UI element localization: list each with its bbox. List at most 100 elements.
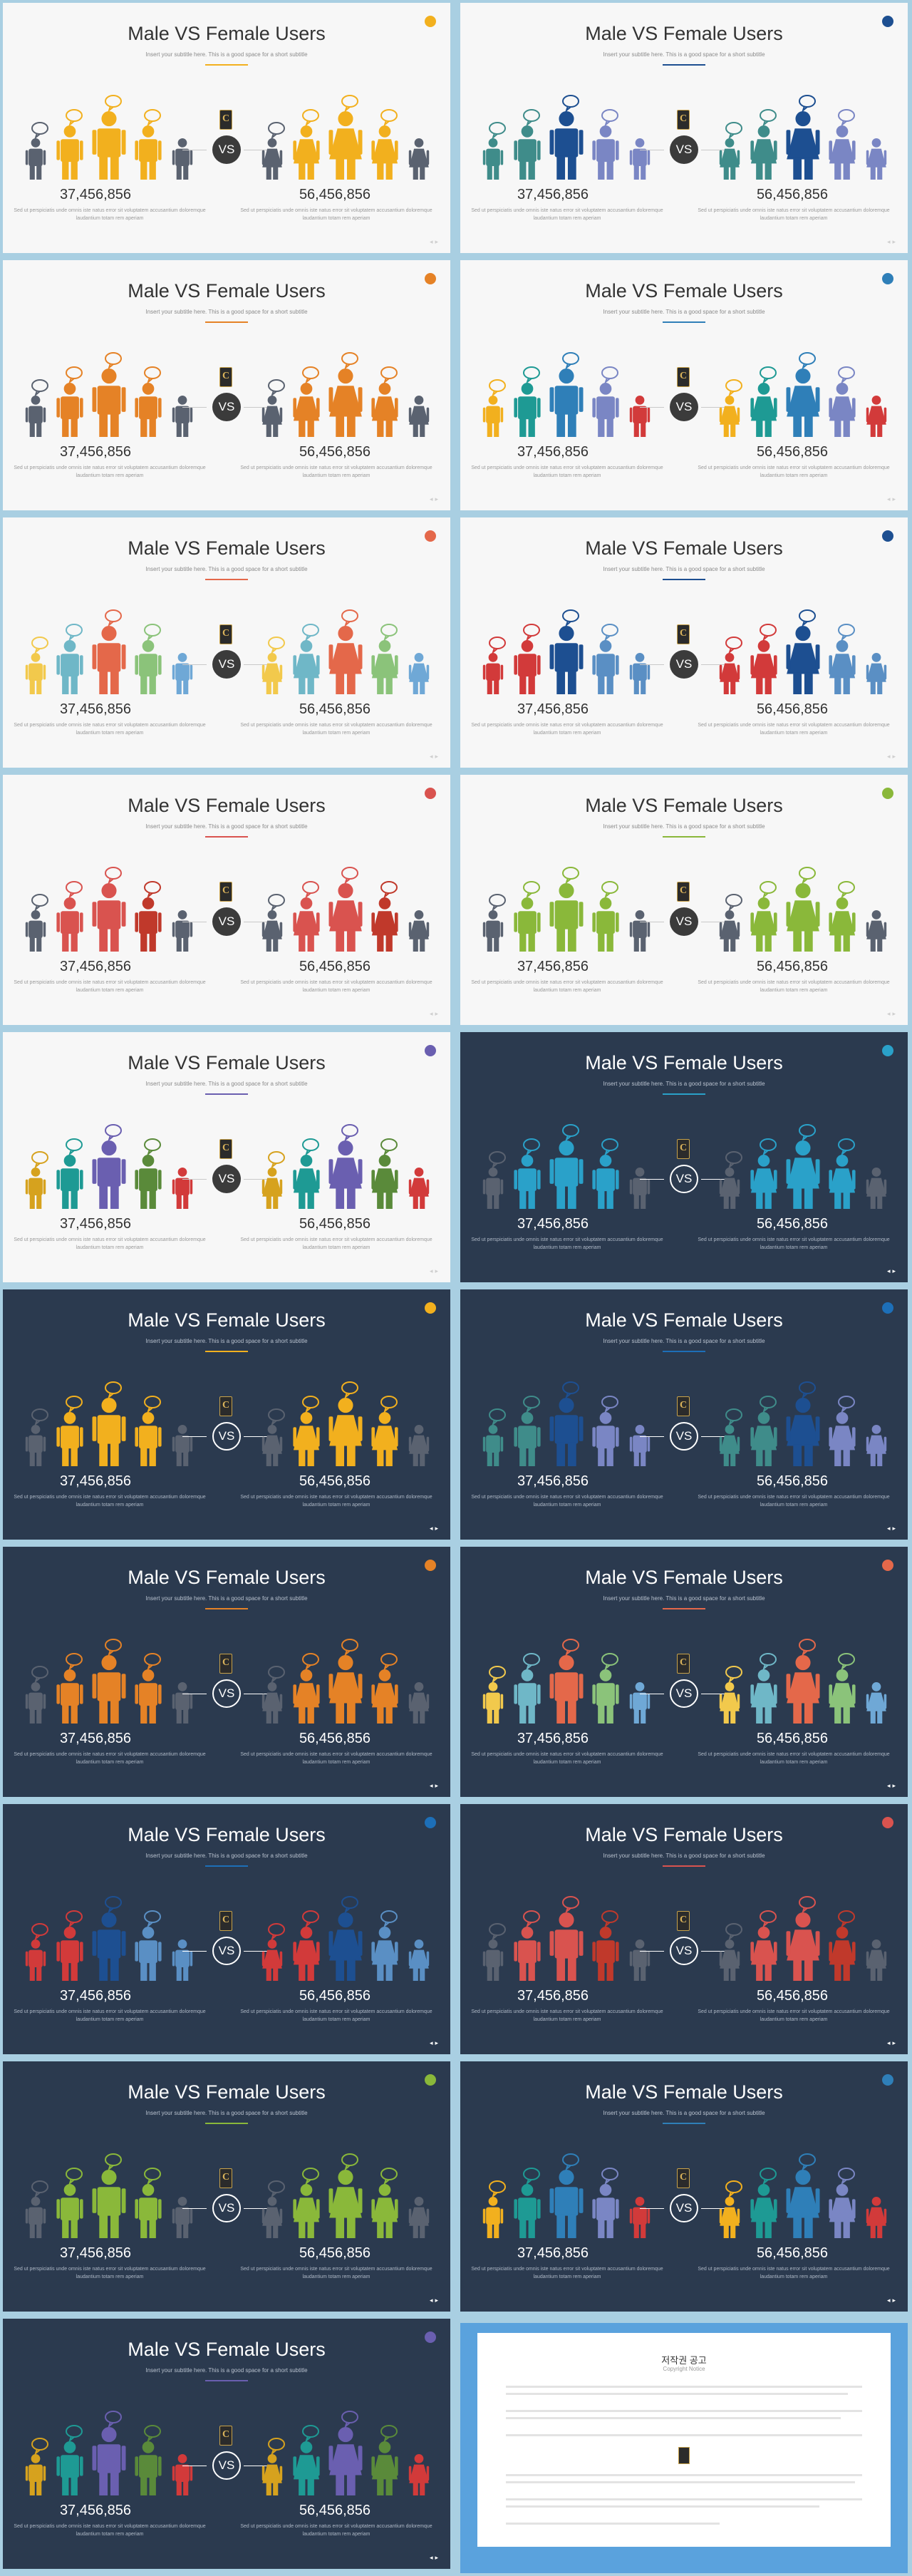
person-leg bbox=[385, 676, 393, 694]
female-group-illustration bbox=[256, 340, 435, 440]
person-arm bbox=[79, 912, 83, 932]
person-body bbox=[866, 148, 886, 168]
slide-thumbnail[interactable]: Male VS Female Users Insert your subtitl… bbox=[3, 3, 450, 253]
page-nav-icons[interactable]: ◂▸ bbox=[886, 1782, 898, 1789]
person-body bbox=[787, 128, 819, 160]
slide-thumbnail[interactable]: Male VS Female Users Insert your subtitl… bbox=[460, 1289, 908, 1540]
speech-bubble-icon bbox=[838, 366, 855, 379]
brand-logo-icon: C bbox=[219, 882, 232, 902]
page-nav-icons[interactable]: ◂▸ bbox=[886, 753, 898, 760]
person-body bbox=[371, 396, 398, 421]
slide-title: Male VS Female Users bbox=[585, 23, 783, 44]
person-arm bbox=[25, 664, 28, 680]
slide-thumbnail[interactable]: Male VS Female Users Insert your subtitl… bbox=[460, 1547, 908, 1797]
slide-thumbnail[interactable]: Male VS Female Users Insert your subtitl… bbox=[3, 260, 450, 510]
page-nav-icons[interactable]: ◂▸ bbox=[429, 2039, 440, 2046]
person-leg bbox=[149, 1704, 156, 1724]
page-nav-icons[interactable]: ◂▸ bbox=[429, 2297, 440, 2304]
person-body bbox=[750, 1168, 777, 1193]
slide-thumbnail[interactable]: Male VS Female Users Insert your subtitl… bbox=[460, 3, 908, 253]
person-arm bbox=[851, 2199, 856, 2219]
person-leg bbox=[756, 676, 763, 694]
person-leg bbox=[110, 927, 119, 952]
page-nav-icons[interactable]: ◂▸ bbox=[886, 1525, 898, 1532]
slide-thumbnail[interactable]: Male VS Female Users Insert your subtitl… bbox=[460, 2061, 908, 2312]
page-nav-icons[interactable]: ◂▸ bbox=[886, 2039, 898, 2046]
slide-thumbnail[interactable]: Male VS Female Users Insert your subtitl… bbox=[460, 517, 908, 768]
person-leg bbox=[633, 1966, 639, 1981]
speech-bubble-icon bbox=[489, 379, 506, 392]
person-leg bbox=[870, 1710, 876, 1724]
page-nav-icons[interactable]: ◂▸ bbox=[429, 1782, 440, 1789]
female-count: 56,456,856 bbox=[299, 701, 371, 717]
slide-thumbnail[interactable]: Male VS Female Users Insert your subtitl… bbox=[3, 1547, 450, 1797]
slide-thumbnail[interactable]: Male VS Female Users Insert your subtitl… bbox=[3, 2061, 450, 2312]
person-arm bbox=[500, 664, 504, 680]
person-arm bbox=[786, 644, 791, 669]
page-nav-icons[interactable]: ◂▸ bbox=[429, 1525, 440, 1532]
person-arm bbox=[647, 1179, 651, 1195]
person-body bbox=[829, 396, 856, 421]
slide-thumbnail[interactable]: Male VS Female Users Insert your subtitl… bbox=[3, 775, 450, 1025]
slide-thumbnail[interactable]: Male VS Female Users Insert your subtitl… bbox=[460, 1804, 908, 2054]
person-head bbox=[599, 640, 612, 652]
person-leg bbox=[633, 422, 639, 437]
person-head bbox=[267, 2197, 277, 2206]
person-arm bbox=[884, 1694, 887, 1709]
page-nav-icons[interactable]: ◂▸ bbox=[886, 238, 898, 245]
page-nav-icons[interactable]: ◂▸ bbox=[429, 1267, 440, 1274]
person-body bbox=[371, 2198, 398, 2222]
page-nav-icons[interactable]: ◂▸ bbox=[429, 2554, 440, 2561]
slide-thumbnail[interactable]: Male VS Female Users Insert your subtitl… bbox=[3, 1032, 450, 1282]
page-nav-icons[interactable]: ◂▸ bbox=[886, 1267, 898, 1274]
person-leg bbox=[765, 162, 772, 180]
person-body bbox=[409, 406, 429, 425]
male-count: 37,456,856 bbox=[517, 1473, 589, 1489]
speech-bubble-icon bbox=[601, 1653, 618, 1666]
speech-bubble-icon bbox=[31, 2438, 48, 2451]
person-arm bbox=[773, 1684, 777, 1704]
page-nav-icons[interactable]: ◂▸ bbox=[429, 1010, 440, 1017]
copyright-slide[interactable]: 저작권 공고 Copyright Notice bbox=[460, 2323, 908, 2573]
page-nav-icons[interactable]: ◂▸ bbox=[886, 2297, 898, 2304]
slide-thumbnail[interactable]: Male VS Female Users Insert your subtitl… bbox=[3, 1289, 450, 1540]
person-head bbox=[267, 1682, 277, 1691]
page-nav-icons[interactable]: ◂▸ bbox=[886, 495, 898, 503]
page-nav-icons[interactable]: ◂▸ bbox=[429, 753, 440, 760]
person-leg bbox=[877, 938, 883, 952]
speech-bubble-icon bbox=[341, 867, 358, 880]
person-arm bbox=[135, 1427, 139, 1447]
slide-thumbnail[interactable]: Male VS Female Users Insert your subtitl… bbox=[3, 2319, 450, 2569]
slide-thumbnail[interactable]: Male VS Female Users Insert your subtitl… bbox=[460, 260, 908, 510]
person-head bbox=[414, 1425, 424, 1434]
person-head bbox=[338, 1912, 353, 1928]
slide-thumbnail[interactable]: Male VS Female Users Insert your subtitl… bbox=[3, 517, 450, 768]
person-arm bbox=[79, 140, 83, 160]
page-nav-icons[interactable]: ◂▸ bbox=[429, 238, 440, 245]
person-arm bbox=[773, 655, 777, 675]
person-arm bbox=[884, 407, 887, 423]
person-body bbox=[329, 2187, 362, 2218]
person-head bbox=[414, 1939, 424, 1949]
speech-bubble-icon bbox=[838, 1396, 855, 1408]
person-body bbox=[61, 2455, 79, 2478]
female-group-illustration bbox=[256, 1627, 435, 1726]
male-group-illustration bbox=[20, 1627, 198, 1726]
person-head bbox=[267, 396, 277, 405]
speech-bubble-icon bbox=[523, 2168, 540, 2180]
vs-badge: VS bbox=[212, 2194, 241, 2222]
slide-thumbnail[interactable]: Male VS Female Users Insert your subtitl… bbox=[460, 1032, 908, 1282]
person-body bbox=[829, 139, 856, 164]
slide-thumbnail[interactable]: Male VS Female Users Insert your subtitl… bbox=[460, 775, 908, 1025]
person-leg bbox=[377, 162, 384, 180]
copyright-title: 저작권 공고 bbox=[661, 2355, 707, 2366]
person-leg bbox=[273, 166, 279, 180]
page-nav-icons[interactable]: ◂▸ bbox=[886, 1010, 898, 1017]
slide-thumbnail[interactable]: Male VS Female Users Insert your subtitl… bbox=[3, 1804, 450, 2054]
page-nav-icons[interactable]: ◂▸ bbox=[429, 495, 440, 503]
person-arm bbox=[358, 1674, 363, 1699]
person-body bbox=[596, 1940, 615, 1964]
speech-bubble-icon bbox=[799, 1639, 816, 1652]
person-leg bbox=[307, 1191, 314, 1209]
brand-logo-icon: C bbox=[677, 1396, 690, 1416]
